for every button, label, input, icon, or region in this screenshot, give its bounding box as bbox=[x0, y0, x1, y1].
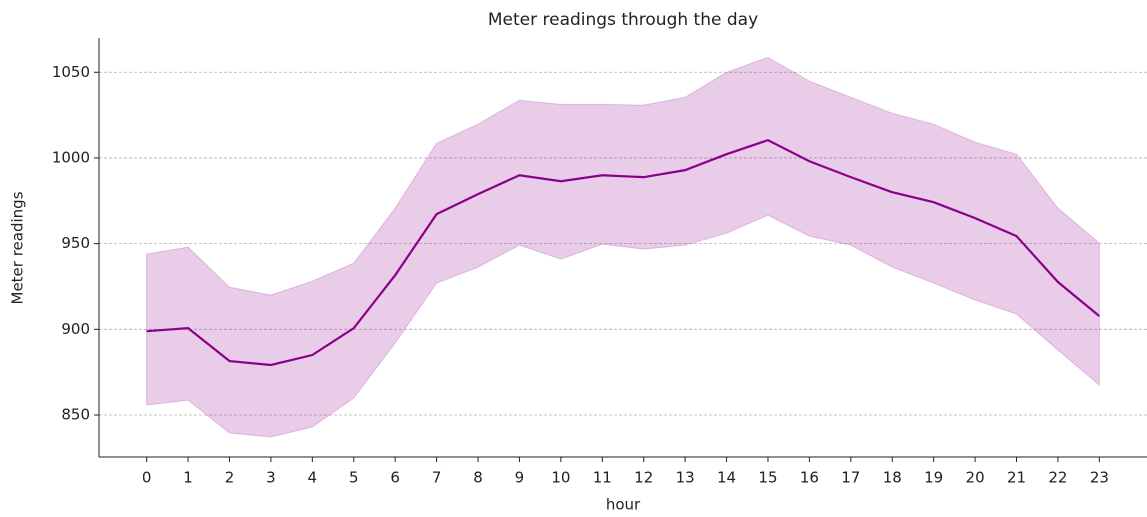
chart-title: Meter readings through the day bbox=[488, 10, 758, 30]
x-axis-label: hour bbox=[606, 496, 641, 514]
x-tick-label: 16 bbox=[800, 469, 819, 487]
confidence-band bbox=[146, 56, 1100, 438]
y-tick-label: 850 bbox=[61, 406, 90, 424]
x-tick-label: 2 bbox=[225, 469, 235, 487]
x-tick-label: 7 bbox=[432, 469, 442, 487]
y-tick-label: 1000 bbox=[52, 148, 90, 166]
x-tick-label: 14 bbox=[717, 469, 736, 487]
x-tick-label: 17 bbox=[841, 469, 860, 487]
x-tick-label: 9 bbox=[515, 469, 525, 487]
x-tick-label: 21 bbox=[1007, 469, 1026, 487]
x-tick-label: 13 bbox=[676, 469, 695, 487]
x-tick-label: 6 bbox=[390, 469, 400, 487]
y-tick-label: 900 bbox=[61, 320, 90, 338]
x-tick-label: 18 bbox=[883, 469, 902, 487]
x-tick-label: 15 bbox=[758, 469, 777, 487]
x-tick-label: 5 bbox=[349, 469, 359, 487]
y-tick-label: 1050 bbox=[52, 63, 90, 81]
x-tick-label: 11 bbox=[593, 469, 612, 487]
y-tick-label: 950 bbox=[61, 234, 90, 252]
x-tick-label: 10 bbox=[551, 469, 570, 487]
x-tick-label: 22 bbox=[1048, 469, 1067, 487]
line bbox=[146, 138, 1101, 367]
x-tick-label: 1 bbox=[183, 469, 193, 487]
x-tick-label: 3 bbox=[266, 469, 276, 487]
x-tick-label: 4 bbox=[308, 469, 318, 487]
x-tick-label: 19 bbox=[924, 469, 943, 487]
x-tick-label: 8 bbox=[473, 469, 483, 487]
x-tick-label: 0 bbox=[142, 469, 152, 487]
y-axis-label: Meter readings bbox=[9, 191, 27, 304]
x-tick-label: 20 bbox=[966, 469, 985, 487]
x-tick-label: 23 bbox=[1090, 469, 1109, 487]
x-tick-label: 12 bbox=[634, 469, 653, 487]
